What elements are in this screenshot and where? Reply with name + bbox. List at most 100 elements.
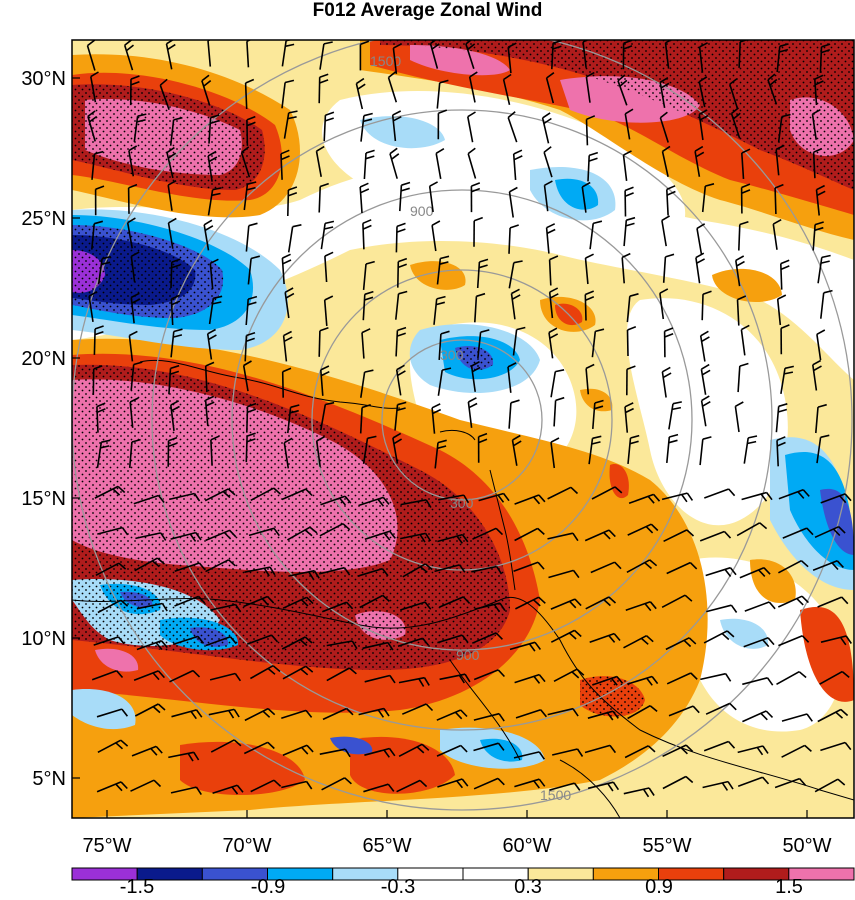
wind-barb-feather bbox=[171, 300, 181, 306]
wind-barb-feather bbox=[203, 219, 213, 226]
wind-barb-feather bbox=[170, 400, 180, 406]
colorbar bbox=[71, 867, 855, 881]
wind-barb-feather bbox=[614, 486, 623, 494]
wind-barb-feather bbox=[698, 109, 708, 115]
wind-barb-feather bbox=[192, 670, 201, 678]
wind-barb-shaft bbox=[698, 81, 706, 108]
wind-barb-feather bbox=[493, 603, 501, 613]
wind-barb-feather bbox=[361, 328, 371, 334]
wind-barb-feather bbox=[727, 781, 734, 790]
wind-barb-feather bbox=[727, 740, 736, 749]
wind-barb-feather bbox=[736, 260, 745, 267]
wind-barb-feather bbox=[396, 407, 406, 412]
wind-barb-shaft bbox=[322, 707, 347, 721]
wind-barb-feather bbox=[510, 399, 520, 404]
wind-barb-shaft bbox=[128, 441, 133, 468]
zonal-wind-shading bbox=[72, 40, 854, 818]
coastline-south-america-north bbox=[72, 596, 854, 801]
wind-barb-feather bbox=[777, 408, 788, 413]
wind-barb-shaft bbox=[130, 297, 135, 324]
wind-barb-shaft bbox=[502, 79, 511, 105]
wind-barb-feather bbox=[463, 494, 470, 504]
wind-barb-shaft bbox=[130, 256, 136, 283]
wind-barb-feather bbox=[299, 639, 308, 647]
wind-barb-feather bbox=[292, 224, 302, 228]
wind-barb-feather bbox=[796, 598, 804, 606]
wind-barb-feather bbox=[247, 402, 257, 408]
wind-barb-shaft bbox=[545, 227, 550, 254]
wind-barb-feather bbox=[365, 155, 375, 160]
wind-barb-shaft bbox=[318, 77, 321, 104]
wind-barb-feather bbox=[664, 327, 674, 333]
wind-barb-feather bbox=[195, 786, 202, 796]
wind-barb-shaft bbox=[623, 787, 650, 795]
wind-barb-feather bbox=[212, 187, 222, 191]
wind-barb-feather bbox=[595, 328, 605, 333]
wind-barb-feather bbox=[797, 491, 805, 499]
wind-barb-shaft bbox=[547, 707, 574, 716]
wind-barb-shaft bbox=[662, 256, 667, 283]
wind-barb-feather bbox=[130, 81, 140, 86]
wind-barb-feather bbox=[495, 632, 503, 640]
wind-barb-feather bbox=[392, 115, 402, 122]
wind-barb-shaft bbox=[696, 228, 703, 255]
wind-barb-shaft bbox=[281, 371, 284, 398]
wind-barb-shaft bbox=[627, 523, 652, 536]
wind-barb-feather bbox=[686, 529, 695, 537]
wind-barb-shaft bbox=[705, 566, 731, 577]
wind-barb-shaft bbox=[778, 635, 803, 647]
wind-barb-feather bbox=[95, 185, 105, 191]
ring-label-900: 900 bbox=[410, 203, 434, 219]
wind-barb-shaft bbox=[205, 636, 231, 647]
wind-barb-feather bbox=[741, 324, 750, 331]
wind-barb-shaft bbox=[282, 744, 308, 756]
wind-barb-feather bbox=[844, 493, 852, 502]
wind-barb-shaft bbox=[389, 153, 398, 179]
wind-barb-shaft bbox=[318, 330, 321, 357]
wind-barb-shaft bbox=[319, 43, 325, 70]
wind-barb-feather bbox=[210, 119, 220, 125]
wind-barb-feather bbox=[460, 709, 468, 718]
wind-barb-feather bbox=[468, 397, 477, 403]
wind-barb-feather bbox=[288, 186, 298, 191]
wind-barb-feather bbox=[316, 145, 325, 152]
wind-barb-shaft bbox=[699, 335, 706, 362]
wind-barb-feather bbox=[662, 145, 671, 153]
wind-barb-shaft bbox=[282, 596, 308, 609]
wind-barb-feather bbox=[397, 370, 406, 377]
wind-barb-feather bbox=[546, 223, 556, 229]
ring-label-300: 300 bbox=[440, 347, 464, 363]
wind-barb-feather bbox=[652, 493, 661, 502]
wind-barb-shaft bbox=[704, 488, 729, 499]
wind-barb-feather bbox=[344, 495, 352, 504]
wind-barb-feather bbox=[649, 705, 658, 713]
wind-barb-feather bbox=[821, 43, 831, 48]
wind-barb-shaft bbox=[401, 703, 427, 715]
wind-barb-feather bbox=[741, 189, 751, 194]
wind-barb-shaft bbox=[552, 748, 578, 756]
wind-barb-shaft bbox=[434, 442, 439, 469]
wind-barb-feather bbox=[812, 359, 822, 366]
wind-barb-feather bbox=[101, 261, 111, 266]
map-title: F012 Average Zonal Wind bbox=[312, 0, 543, 21]
wind-barb-shaft bbox=[778, 559, 802, 574]
wind-barb-feather bbox=[724, 568, 732, 577]
wind-barb-feather bbox=[416, 746, 425, 754]
wind-barb-shaft bbox=[123, 45, 134, 71]
wind-barb-shaft bbox=[585, 76, 591, 103]
wind-barb-feather bbox=[381, 568, 389, 577]
wind-barb-feather bbox=[806, 713, 813, 722]
wind-barb-feather bbox=[538, 778, 546, 787]
wind-barb-shaft bbox=[398, 743, 423, 758]
wind-barb-shaft bbox=[208, 708, 235, 716]
wind-barb-feather bbox=[211, 192, 221, 197]
wind-barb-feather bbox=[207, 328, 216, 335]
wind-barb-feather bbox=[760, 712, 768, 721]
wind-barb-feather bbox=[623, 150, 632, 156]
wind-barb-shaft bbox=[774, 777, 800, 789]
wind-barb-shaft bbox=[472, 527, 497, 540]
wind-barb-shaft bbox=[246, 119, 249, 146]
wind-barb-shaft bbox=[205, 529, 230, 542]
wind-barb-feather bbox=[324, 295, 334, 301]
wind-barb-feather bbox=[362, 224, 372, 230]
